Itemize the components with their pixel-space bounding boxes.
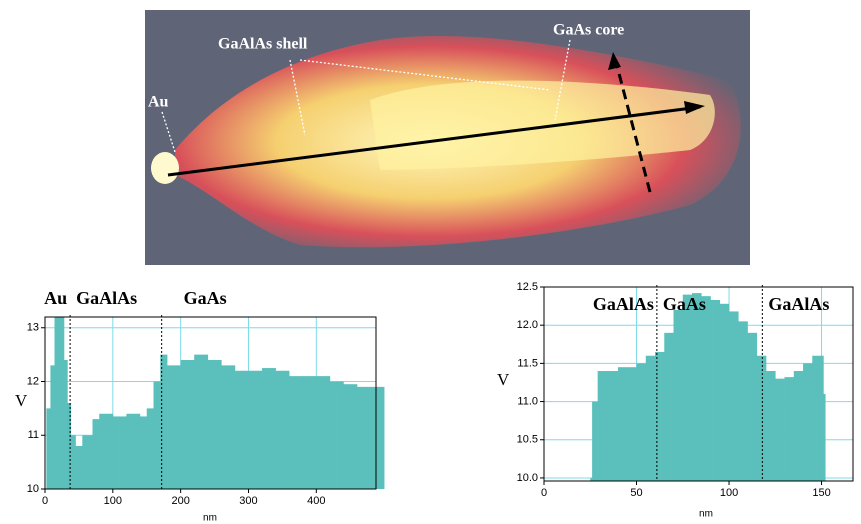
image-label: Au: [148, 94, 169, 111]
profile-bar: [794, 371, 804, 481]
micrograph: GaAlAs shell GaAs core Au: [145, 10, 750, 265]
profile-bar: [54, 317, 60, 489]
x-tick-label: 100: [104, 495, 122, 507]
profile-bar: [748, 333, 758, 481]
profile-bar: [646, 356, 656, 481]
au-tip: [151, 152, 179, 184]
figure: GaAlAs shell GaAs core Au 10 11 12 13 0 100 20…: [0, 0, 861, 524]
profile-bar: [720, 304, 730, 481]
profile-bar: [262, 368, 276, 489]
profile-bar: [113, 416, 127, 489]
x-tick-label: 0: [541, 487, 547, 499]
profile-bar: [775, 379, 785, 481]
region-label: GaAs: [184, 288, 227, 308]
region-label: Au: [44, 288, 67, 308]
profile-bar: [208, 360, 222, 489]
profile-bar: [64, 360, 68, 489]
y-tick-label: 11.0: [517, 395, 538, 407]
profile-bar: [357, 387, 371, 489]
profile-bar: [126, 414, 140, 489]
x-axis-label: nm: [699, 509, 713, 520]
profile-bar: [99, 414, 113, 489]
profile-bar: [592, 402, 598, 481]
y-tick-label: 13: [27, 322, 39, 334]
profile-bar: [711, 300, 721, 481]
region-label: GaAs: [663, 294, 706, 314]
x-axis-label: nm: [203, 513, 217, 524]
y-tick-label: 10: [27, 483, 39, 495]
profile-bar: [221, 365, 235, 489]
y-tick-label: 10.0: [517, 472, 538, 484]
image-label: GaAlAs shell: [218, 36, 308, 53]
x-tick-label: 200: [171, 495, 189, 507]
profile-bar: [664, 333, 674, 481]
image-label: GaAs core: [553, 22, 624, 39]
profile-bar: [598, 371, 609, 481]
profile-bar: [757, 356, 767, 481]
y-tick-label: 10.5: [517, 434, 538, 446]
profile-bar: [303, 376, 317, 489]
profile-bar: [92, 419, 99, 489]
y-axis-label: V: [15, 391, 28, 410]
profile-bar: [627, 367, 637, 481]
profile-bar: [154, 382, 161, 490]
profile-bar: [609, 371, 619, 481]
x-tick-label: 400: [307, 495, 325, 507]
region-label: GaAlAs: [593, 294, 654, 314]
profile-bar: [248, 371, 262, 489]
profile-bar: [194, 355, 208, 489]
y-axis-label: V: [497, 370, 510, 389]
profile-bar: [729, 311, 739, 481]
profile-bar: [330, 382, 344, 490]
y-tick-label: 11: [28, 429, 39, 441]
y-tick-label: 12.0: [517, 319, 538, 331]
y-tick-label: 11.5: [517, 357, 538, 369]
x-tick-label: 0: [42, 495, 48, 507]
profile-bar: [50, 365, 54, 489]
profile-bar: [766, 371, 776, 481]
x-tick-label: 50: [630, 487, 642, 499]
profile-bar: [738, 321, 748, 481]
profile-bar: [76, 446, 83, 489]
region-label: GaAlAs: [76, 288, 137, 308]
profile-bar: [343, 384, 357, 489]
y-tick-label: 12: [27, 375, 39, 387]
profile-bar: [785, 377, 795, 481]
profile-bar: [140, 416, 147, 489]
profile-bar: [803, 363, 813, 481]
profile-bar: [683, 295, 693, 481]
profile-bar: [812, 356, 822, 481]
profile-bar: [235, 371, 249, 489]
profile-bar: [181, 360, 195, 489]
profile-bar: [276, 371, 290, 489]
profile-bar: [371, 387, 385, 489]
region-label: GaAlAs: [768, 294, 829, 314]
profile-bar: [71, 435, 76, 489]
profile-bar: [60, 317, 64, 489]
x-tick-label: 100: [720, 487, 738, 499]
profile-bar: [316, 376, 330, 489]
x-tick-label: 150: [812, 487, 830, 499]
profile-bar: [167, 365, 181, 489]
profile-bar: [637, 363, 647, 481]
profile-bar: [82, 435, 92, 489]
profile-bar: [823, 394, 825, 481]
profile-bar: [692, 293, 702, 481]
profile-bar: [701, 296, 711, 481]
profile-bar: [822, 356, 824, 481]
profile-bar: [618, 367, 628, 481]
x-tick-label: 300: [239, 495, 257, 507]
profile-bar: [674, 310, 684, 481]
profile-bar: [147, 408, 154, 489]
profile-bar: [289, 376, 303, 489]
y-tick-label: 12.5: [517, 281, 538, 293]
profile-bar: [46, 408, 50, 489]
